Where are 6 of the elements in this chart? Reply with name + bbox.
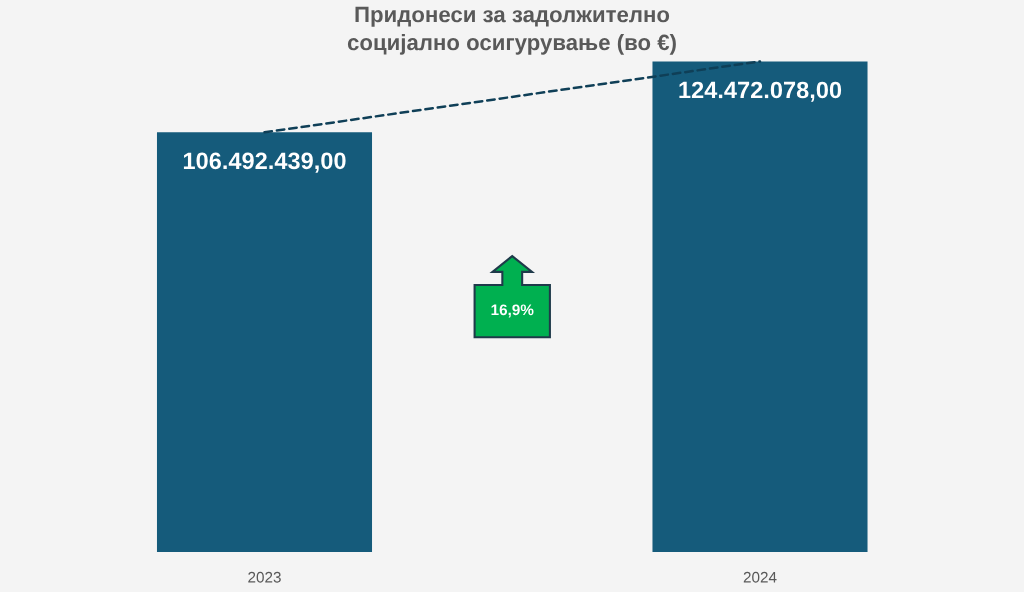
x-tick-label: 2024 (743, 571, 777, 583)
chart-title: Придонеси за задолжително социјално осигурување (во €) (347, 6, 676, 55)
data-label: 124.472.078,00 (679, 81, 842, 102)
x-tick-label: 2023 (248, 571, 281, 583)
annotation: 16,9% (491, 304, 534, 318)
data-label: 106.492.439,00 (183, 152, 346, 173)
